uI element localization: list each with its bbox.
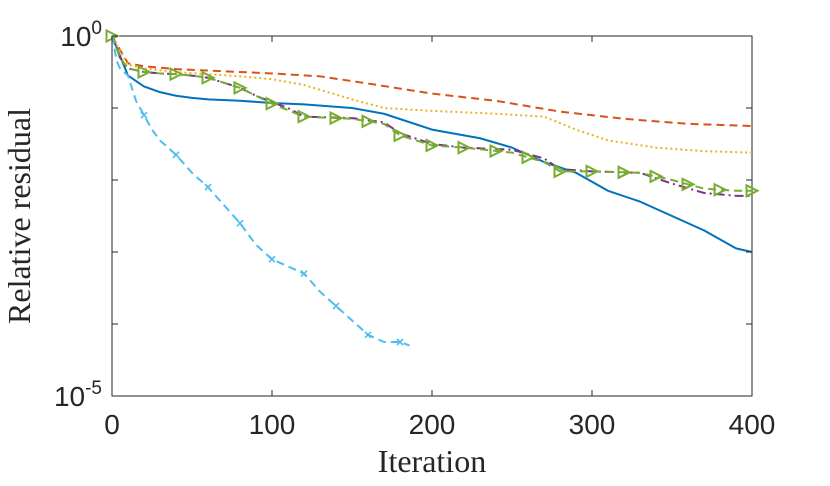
x-tick-label: 400 — [729, 409, 776, 440]
x-marker — [268, 255, 276, 263]
x-axis-label: Iteration — [378, 443, 486, 479]
series-line-dashed-cyan-crosses — [111, 35, 410, 347]
x-marker — [300, 270, 308, 278]
triangle-marker — [681, 177, 696, 192]
triangle-marker — [393, 128, 408, 143]
axes-box — [111, 35, 753, 397]
y-tick-label: 100 — [60, 18, 102, 52]
triangle-marker — [585, 164, 600, 179]
x-marker — [172, 151, 180, 159]
series-dashed-cyan-crosses — [111, 35, 410, 347]
triangle-marker — [169, 67, 184, 82]
series-line-solid-blue — [111, 35, 753, 253]
series-dashed-green-triangles — [105, 28, 760, 198]
triangle-marker — [649, 169, 664, 184]
series-dashed-orange — [111, 35, 753, 127]
triangle-marker — [425, 138, 440, 153]
triangle-marker — [713, 182, 728, 197]
series-line-dashed-orange — [111, 35, 753, 127]
ticks-layer: 0 100 200 300 400 100 10-5 — [54, 18, 775, 440]
x-marker — [332, 302, 340, 310]
triangle-marker — [201, 70, 216, 85]
triangle-marker — [745, 183, 760, 198]
triangle-marker — [265, 96, 280, 111]
series-layer — [105, 28, 760, 347]
plot-area — [111, 35, 753, 397]
triangle-marker — [553, 164, 568, 179]
y-axis-label: Relative residual — [1, 108, 37, 324]
triangle-marker — [233, 80, 248, 95]
triangle-marker — [617, 165, 632, 180]
triangle-marker — [297, 109, 312, 124]
triangle-marker — [457, 140, 472, 155]
x-marker — [236, 219, 244, 227]
series-solid-blue — [111, 35, 753, 253]
y-tick-label: 10-5 — [54, 378, 102, 412]
x-marker — [204, 183, 212, 191]
triangle-marker — [489, 143, 504, 159]
x-marker — [396, 338, 404, 346]
series-line-dashed-green-triangles — [111, 35, 752, 192]
triangle-marker — [329, 110, 344, 126]
x-tick-label: 200 — [409, 409, 456, 440]
triangle-marker — [137, 64, 152, 80]
x-tick-label: 0 — [104, 409, 120, 440]
x-marker — [364, 331, 372, 339]
triangle-marker — [361, 114, 376, 129]
x-tick-label: 300 — [569, 409, 616, 440]
x-marker — [140, 111, 148, 119]
triangle-marker — [521, 150, 536, 165]
x-tick-label: 100 — [249, 409, 296, 440]
